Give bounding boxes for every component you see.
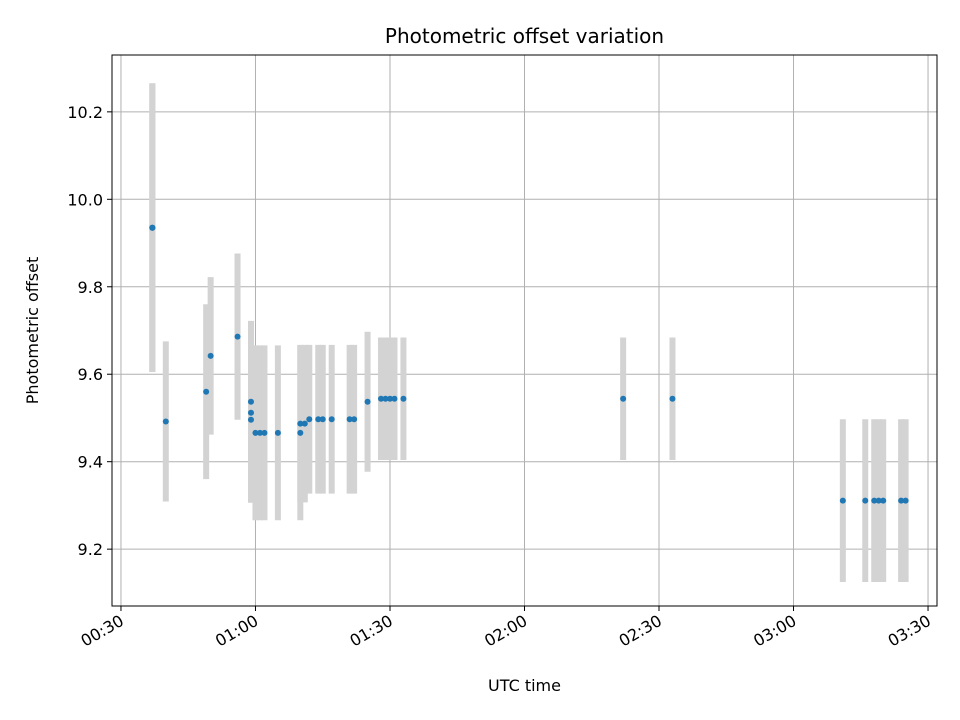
data-point xyxy=(391,395,398,402)
chart-title: Photometric offset variation xyxy=(385,24,664,48)
data-point xyxy=(297,420,304,427)
data-point xyxy=(162,418,169,425)
data-point xyxy=(902,497,909,504)
data-point xyxy=(328,416,335,423)
x-tick-label: 01:30 xyxy=(347,611,396,651)
data-point xyxy=(871,497,878,504)
y-tick-label: 9.6 xyxy=(78,365,103,384)
data-point xyxy=(351,416,358,423)
y-tick-label: 10.2 xyxy=(67,103,103,122)
y-tick-label: 9.2 xyxy=(78,540,103,559)
data-point xyxy=(898,497,905,504)
x-tick-label: 01:00 xyxy=(212,611,261,651)
x-axis-label: UTC time xyxy=(488,676,561,695)
data-point xyxy=(247,416,254,423)
grid xyxy=(112,55,937,606)
data-point xyxy=(297,429,304,436)
data-point xyxy=(306,416,313,423)
data-point xyxy=(252,429,259,436)
x-axis: 00:30 01:00 01:30 02:00 02:30 03:00 03:30 xyxy=(78,606,934,651)
x-tick-label: 02:00 xyxy=(481,611,530,651)
data-point xyxy=(261,429,268,436)
data-point xyxy=(274,429,281,436)
data-point xyxy=(207,352,214,359)
data-point xyxy=(247,398,254,405)
data-point xyxy=(378,395,385,402)
data-point xyxy=(875,497,882,504)
data-point xyxy=(301,420,308,427)
data-point xyxy=(880,497,887,504)
data-point xyxy=(400,395,407,402)
x-tick-label: 00:30 xyxy=(78,611,127,651)
data-point xyxy=(256,429,263,436)
y-tick-label: 10.0 xyxy=(67,190,103,209)
data-point xyxy=(620,395,627,402)
data-point xyxy=(364,398,371,405)
x-tick-label: 03:00 xyxy=(750,611,799,651)
data-point xyxy=(386,395,393,402)
data-point xyxy=(839,497,846,504)
error-bars xyxy=(149,83,909,582)
y-axis-label: Photometric offset xyxy=(23,257,42,405)
data-point xyxy=(669,395,676,402)
data-point xyxy=(862,497,869,504)
data-points xyxy=(149,224,909,504)
data-point xyxy=(315,416,322,423)
data-point xyxy=(382,395,389,402)
data-point xyxy=(234,333,241,340)
data-point xyxy=(319,416,326,423)
data-point xyxy=(149,224,156,231)
x-tick-label: 02:30 xyxy=(616,611,665,651)
y-tick-label: 9.8 xyxy=(78,278,103,297)
data-point xyxy=(346,416,353,423)
x-tick-label: 03:30 xyxy=(885,611,934,651)
data-point xyxy=(247,409,254,416)
data-point xyxy=(203,388,210,395)
y-axis: 9.2 9.4 9.6 9.8 10.0 10.2 xyxy=(67,103,112,559)
y-tick-label: 9.4 xyxy=(78,453,103,472)
